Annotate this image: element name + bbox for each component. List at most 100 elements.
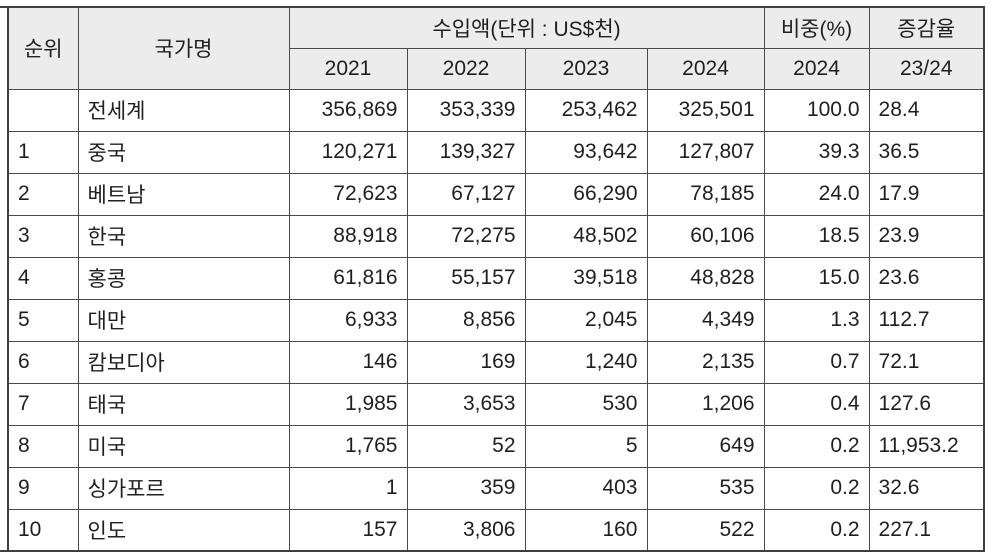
import-value-2021-cell: 120,271 [288,130,408,174]
import-value-2021-cell: 356,869 [288,88,408,132]
share-2024-cell: 100.0 [763,88,870,132]
rank-cell: 3 [7,214,79,258]
import-value-2024-cell: 4,349 [646,298,765,342]
growth-23-24-cell: 112.7 [868,298,985,342]
header-year-2021: 2021 [288,47,408,90]
import-value-2024-cell: 2,135 [646,340,765,384]
bottom-rule-extension [0,550,9,552]
import-value-2022-cell: 67,127 [406,172,526,216]
growth-23-24-cell: 17.9 [868,172,985,216]
import-value-2024-cell: 78,185 [646,172,765,216]
import-value-2021-cell: 61,816 [288,256,408,300]
header-import-group: 수입액(단위 : US$천) [288,6,765,49]
header-rank: 순위 [7,6,79,90]
table-row: 6 캄보디아 146 169 1,240 2,135 0.7 72.1 [7,340,985,384]
header-row-years: 2021 2022 2023 2024 2024 23/24 [8,47,985,90]
import-value-2024-cell: 60,106 [646,214,765,258]
import-value-2024-cell: 535 [646,466,765,510]
country-cell: 한국 [77,214,290,258]
growth-23-24-cell: 127.6 [868,382,985,426]
import-value-2021-cell: 1,765 [288,424,408,468]
country-cell: 전세계 [77,88,290,132]
country-cell: 중국 [77,130,290,174]
import-value-2022-cell: 353,339 [406,88,526,132]
header-year-2023: 2023 [524,47,648,90]
share-2024-cell: 1.3 [763,298,870,342]
rank-cell: 2 [7,172,79,216]
rank-cell [7,88,79,132]
country-cell: 홍콩 [77,256,290,300]
rank-cell: 9 [7,466,79,510]
table-row: 9 싱가포르 1 359 403 535 0.2 32.6 [7,466,985,510]
growth-23-24-cell: 227.1 [868,508,985,552]
import-value-2022-cell: 169 [406,340,526,384]
share-2024-cell: 0.7 [763,340,870,384]
share-2024-cell: 0.2 [763,466,870,510]
share-2024-cell: 18.5 [763,214,870,258]
rank-cell: 1 [7,130,79,174]
import-value-2022-cell: 3,806 [406,508,526,552]
import-value-2022-cell: 52 [406,424,526,468]
country-cell: 싱가포르 [77,466,290,510]
country-cell: 베트남 [77,172,290,216]
rank-cell: 4 [7,256,79,300]
import-value-2023-cell: 39,518 [524,256,648,300]
top-rule-extension [0,6,9,8]
share-2024-cell: 0.4 [763,382,870,426]
header-country: 국가명 [77,6,290,90]
table-row: 1 중국 120,271 139,327 93,642 127,807 39.3 36.5 [7,130,985,174]
share-2024-cell: 0.2 [763,508,870,552]
import-value-2021-cell: 72,623 [288,172,408,216]
import-value-2024-cell: 127,807 [646,130,765,174]
rank-cell: 8 [7,424,79,468]
header-year-2024: 2024 [646,47,765,90]
import-value-2023-cell: 93,642 [524,130,648,174]
table-row: 8 미국 1,765 52 5 649 0.2 11,953.2 [7,424,985,468]
import-value-2022-cell: 8,856 [406,298,526,342]
table-row: 3 한국 88,918 72,275 48,502 60,106 18.5 23.9 [7,214,985,258]
header-growth-period: 23/24 [868,47,985,90]
header-share-group: 비중(%) [763,6,870,49]
import-value-2021-cell: 1,985 [288,382,408,426]
import-value-2022-cell: 359 [406,466,526,510]
growth-23-24-cell: 23.6 [868,256,985,300]
share-2024-cell: 39.3 [763,130,870,174]
share-2024-cell: 0.2 [763,424,870,468]
import-value-2023-cell: 48,502 [524,214,648,258]
growth-23-24-cell: 36.5 [868,130,985,174]
header-share-year: 2024 [763,47,870,90]
import-by-country-table: 순위 국가명 수입액(단위 : US$천) 비중(%) 증감율 2021 202… [7,6,986,552]
table-row: 5 대만 6,933 8,856 2,045 4,349 1.3 112.7 [7,298,985,342]
country-cell: 미국 [77,424,290,468]
import-value-2023-cell: 1,240 [524,340,648,384]
import-value-2022-cell: 72,275 [406,214,526,258]
import-value-2021-cell: 146 [288,340,408,384]
country-cell: 태국 [77,382,290,426]
growth-23-24-cell: 23.9 [868,214,985,258]
import-value-2022-cell: 139,327 [406,130,526,174]
growth-23-24-cell: 32.6 [868,466,985,510]
rank-cell: 5 [7,298,79,342]
growth-23-24-cell: 11,953.2 [868,424,985,468]
import-value-2023-cell: 403 [524,466,648,510]
table-row: 전세계 356,869 353,339 253,462 325,501 100.0 28.4 [7,88,985,132]
rank-cell: 6 [7,340,79,384]
import-value-2022-cell: 55,157 [406,256,526,300]
import-value-2023-cell: 253,462 [524,88,648,132]
country-cell: 캄보디아 [77,340,290,384]
import-value-2024-cell: 649 [646,424,765,468]
import-value-2023-cell: 160 [524,508,648,552]
table-row: 4 홍콩 61,816 55,157 39,518 48,828 15.0 23.6 [7,256,985,300]
share-2024-cell: 15.0 [763,256,870,300]
country-cell: 인도 [77,508,290,552]
import-value-2021-cell: 88,918 [288,214,408,258]
share-2024-cell: 24.0 [763,172,870,216]
import-value-2022-cell: 3,653 [406,382,526,426]
header-row-groups: 순위 국가명 수입액(단위 : US$천) 비중(%) 증감율 [7,6,985,90]
country-cell: 대만 [77,298,290,342]
import-value-2024-cell: 48,828 [646,256,765,300]
table-header: 순위 국가명 수입액(단위 : US$천) 비중(%) 증감율 2021 202… [7,6,985,90]
table-body: 전세계 356,869 353,339 253,462 325,501 100.0 28.4… [7,88,985,552]
import-value-2021-cell: 6,933 [288,298,408,342]
